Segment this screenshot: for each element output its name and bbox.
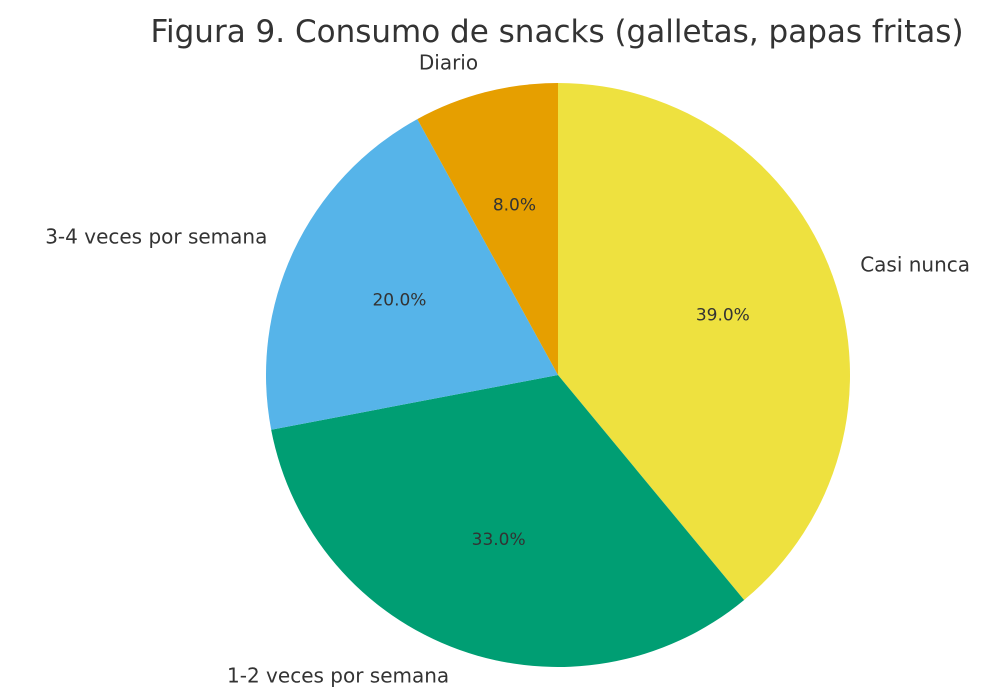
pie-slice bbox=[266, 119, 558, 430]
slice-percent-label: 20.0% bbox=[372, 290, 426, 310]
chart-title: Figura 9. Consumo de snacks (galletas, p… bbox=[150, 14, 963, 50]
slice-percent-label: 39.0% bbox=[696, 306, 750, 326]
slice-percent-label: 8.0% bbox=[493, 195, 536, 215]
slice-percent-label: 33.0% bbox=[472, 530, 526, 550]
slice-category-label: 1-2 veces por semana bbox=[227, 664, 449, 688]
slice-category-label: 3-4 veces por semana bbox=[45, 225, 267, 249]
slice-category-label: Diario bbox=[419, 50, 478, 74]
pie-slices bbox=[266, 83, 851, 667]
pie-slice bbox=[558, 83, 851, 600]
pie-slice bbox=[417, 83, 558, 375]
slice-category-label: Casi nunca bbox=[860, 253, 970, 277]
pie-labels: Casi nunca 39.0% 1-2 veces por semana 33.0%… bbox=[45, 50, 970, 687]
pie-slice bbox=[271, 375, 745, 667]
